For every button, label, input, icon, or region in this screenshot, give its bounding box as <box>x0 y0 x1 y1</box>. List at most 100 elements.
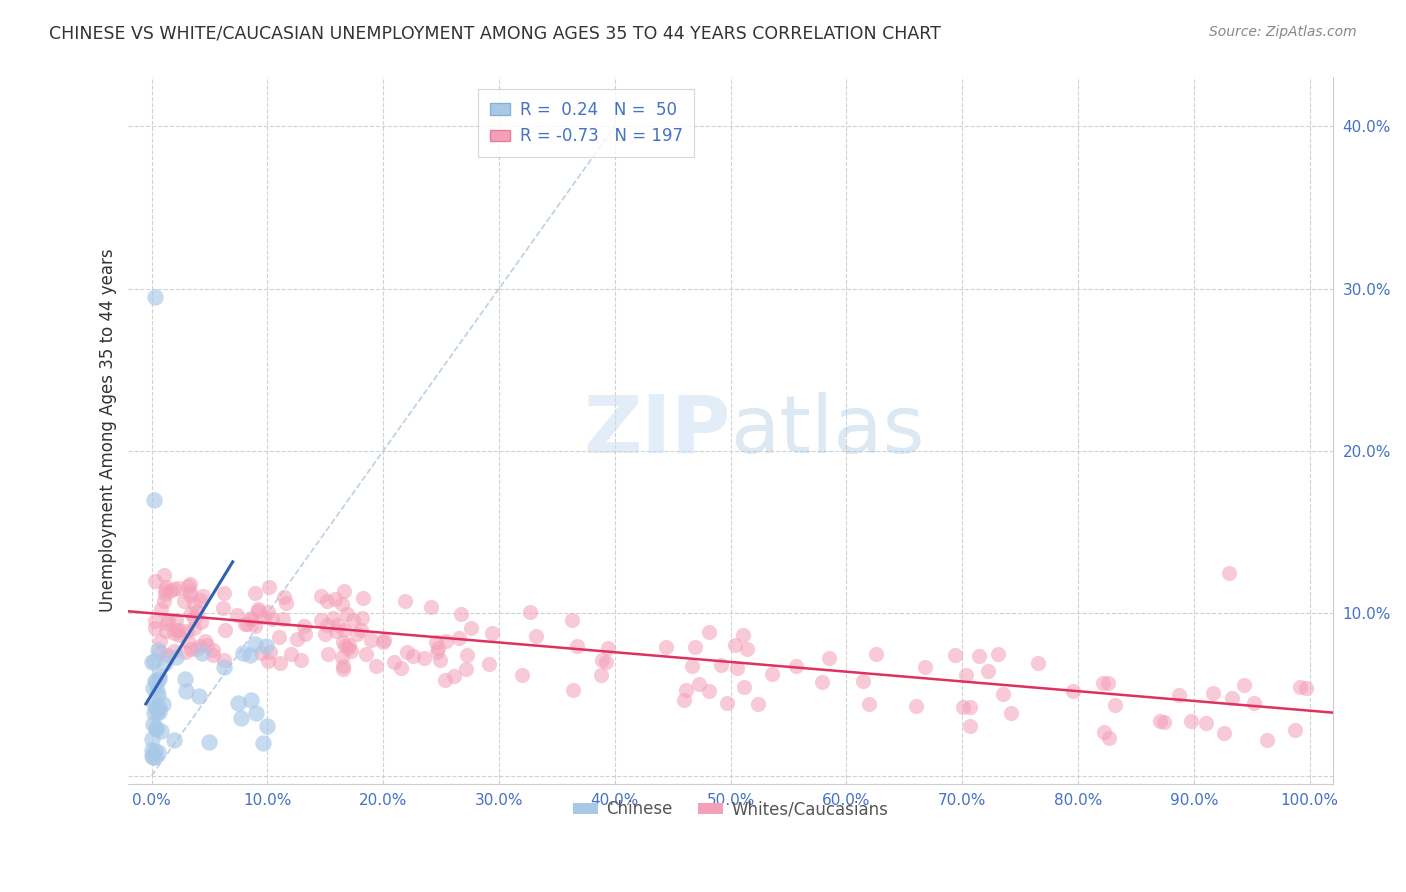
Point <box>785 659 807 673</box>
Point <box>142 706 165 720</box>
Point <box>332 659 354 673</box>
Point <box>285 632 308 646</box>
Point <box>146 688 169 702</box>
Point <box>146 705 169 719</box>
Point <box>394 594 416 608</box>
Point <box>655 640 678 655</box>
Point <box>150 602 173 616</box>
Point <box>233 616 256 631</box>
Point <box>173 644 195 658</box>
Point <box>1220 691 1243 706</box>
Point <box>959 700 981 714</box>
Point <box>212 601 235 615</box>
Point <box>1153 714 1175 729</box>
Point <box>419 600 441 615</box>
Point <box>257 580 280 594</box>
Point <box>858 697 880 711</box>
Point <box>141 655 163 669</box>
Point <box>148 672 170 686</box>
Point <box>688 677 710 691</box>
Point <box>186 605 208 619</box>
Point <box>163 625 186 640</box>
Point <box>402 648 425 663</box>
Point <box>143 615 166 629</box>
Text: atlas: atlas <box>731 392 925 469</box>
Point <box>591 667 613 681</box>
Point <box>143 574 166 588</box>
Point <box>389 661 412 675</box>
Point <box>761 667 783 681</box>
Point <box>456 648 478 662</box>
Point <box>1104 698 1126 713</box>
Point <box>567 640 589 654</box>
Point <box>733 628 755 642</box>
Point <box>149 645 172 659</box>
Point <box>1062 684 1084 698</box>
Point <box>460 621 482 635</box>
Point <box>332 661 354 675</box>
Text: CHINESE VS WHITE/CAUCASIAN UNEMPLOYMENT AMONG AGES 35 TO 44 YEARS CORRELATION CH: CHINESE VS WHITE/CAUCASIAN UNEMPLOYMENT … <box>49 25 941 43</box>
Point <box>236 616 259 631</box>
Point <box>153 567 176 582</box>
Point <box>163 644 186 658</box>
Point <box>1180 714 1202 729</box>
Point <box>1295 681 1317 696</box>
Point <box>322 611 344 625</box>
Point <box>159 583 181 598</box>
Point <box>198 735 221 749</box>
Point <box>1092 725 1115 739</box>
Point <box>167 624 190 638</box>
Point <box>309 589 332 603</box>
Point <box>225 608 247 623</box>
Point <box>672 693 695 707</box>
Point <box>179 588 201 602</box>
Point <box>724 638 747 652</box>
Point <box>336 607 359 621</box>
Point <box>952 699 974 714</box>
Point <box>256 654 278 668</box>
Point <box>231 711 253 725</box>
Point <box>360 633 382 648</box>
Point <box>183 621 205 635</box>
Point <box>510 668 533 682</box>
Point <box>456 662 478 676</box>
Point <box>173 594 195 608</box>
Point <box>256 605 278 619</box>
Point <box>195 638 218 652</box>
Point <box>1167 688 1189 702</box>
Point <box>240 613 263 627</box>
Point <box>156 648 179 662</box>
Point <box>450 607 472 621</box>
Point <box>955 668 977 682</box>
Point <box>315 594 337 608</box>
Point <box>905 699 928 714</box>
Point <box>561 613 583 627</box>
Point <box>725 661 748 675</box>
Point <box>449 632 471 646</box>
Point <box>145 721 167 735</box>
Point <box>155 583 177 598</box>
Point <box>478 657 501 672</box>
Point <box>148 669 170 683</box>
Point <box>253 610 276 624</box>
Point <box>596 641 619 656</box>
Point <box>1091 676 1114 690</box>
Point <box>987 647 1010 661</box>
Point <box>157 613 180 627</box>
Point <box>187 689 209 703</box>
Point <box>292 618 315 632</box>
Point <box>243 638 266 652</box>
Point <box>146 745 169 759</box>
Point <box>426 645 449 659</box>
Point <box>153 656 176 670</box>
Point <box>190 615 212 630</box>
Point <box>395 645 418 659</box>
Point <box>141 749 163 764</box>
Point <box>325 624 347 639</box>
Point <box>561 682 583 697</box>
Point <box>145 698 167 712</box>
Point <box>202 648 225 662</box>
Point <box>166 623 188 637</box>
Point <box>280 647 302 661</box>
Point <box>246 604 269 618</box>
